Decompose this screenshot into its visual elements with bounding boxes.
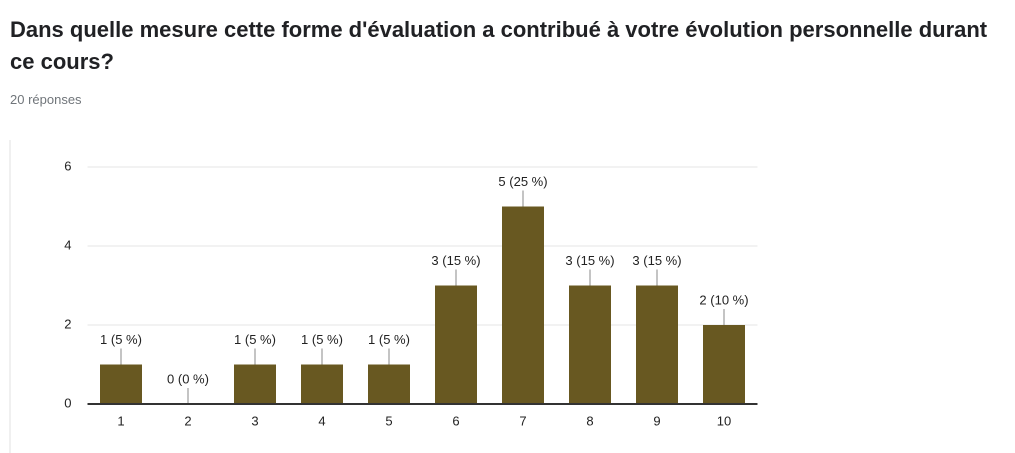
data-label: 1 (5 %)	[301, 332, 343, 347]
bar	[301, 364, 343, 404]
data-label: 1 (5 %)	[234, 332, 276, 347]
data-label: 3 (15 %)	[565, 253, 614, 268]
x-tick-label: 6	[452, 413, 459, 428]
bar	[368, 364, 410, 404]
x-tick-label: 9	[653, 413, 660, 428]
bar	[502, 206, 544, 404]
chart-title: Dans quelle mesure cette forme d'évaluat…	[10, 17, 988, 74]
data-label: 1 (5 %)	[368, 332, 410, 347]
bar	[703, 325, 745, 404]
data-label: 3 (15 %)	[431, 253, 480, 268]
y-tick-label: 6	[64, 158, 71, 173]
data-label: 3 (15 %)	[632, 253, 681, 268]
x-tick-label: 2	[184, 413, 191, 428]
x-tick-label: 1	[117, 413, 124, 428]
data-label: 5 (25 %)	[498, 174, 547, 189]
x-tick-label: 4	[318, 413, 325, 428]
y-tick-label: 0	[64, 395, 71, 410]
data-label: 2 (10 %)	[699, 292, 748, 307]
bar	[100, 364, 142, 404]
x-tick-label: 3	[251, 413, 258, 428]
bar	[435, 285, 477, 404]
y-tick-label: 2	[64, 316, 71, 331]
data-label: 0 (0 %)	[167, 371, 209, 386]
bar	[569, 285, 611, 404]
x-tick-label: 7	[519, 413, 526, 428]
bar	[636, 285, 678, 404]
x-tick-label: 5	[385, 413, 392, 428]
y-tick-label: 4	[64, 237, 71, 252]
chart-subtitle: 20 réponses	[10, 92, 82, 107]
x-tick-label: 8	[586, 413, 593, 428]
bar	[234, 364, 276, 404]
x-tick-label: 10	[717, 413, 731, 428]
data-label: 1 (5 %)	[100, 332, 142, 347]
